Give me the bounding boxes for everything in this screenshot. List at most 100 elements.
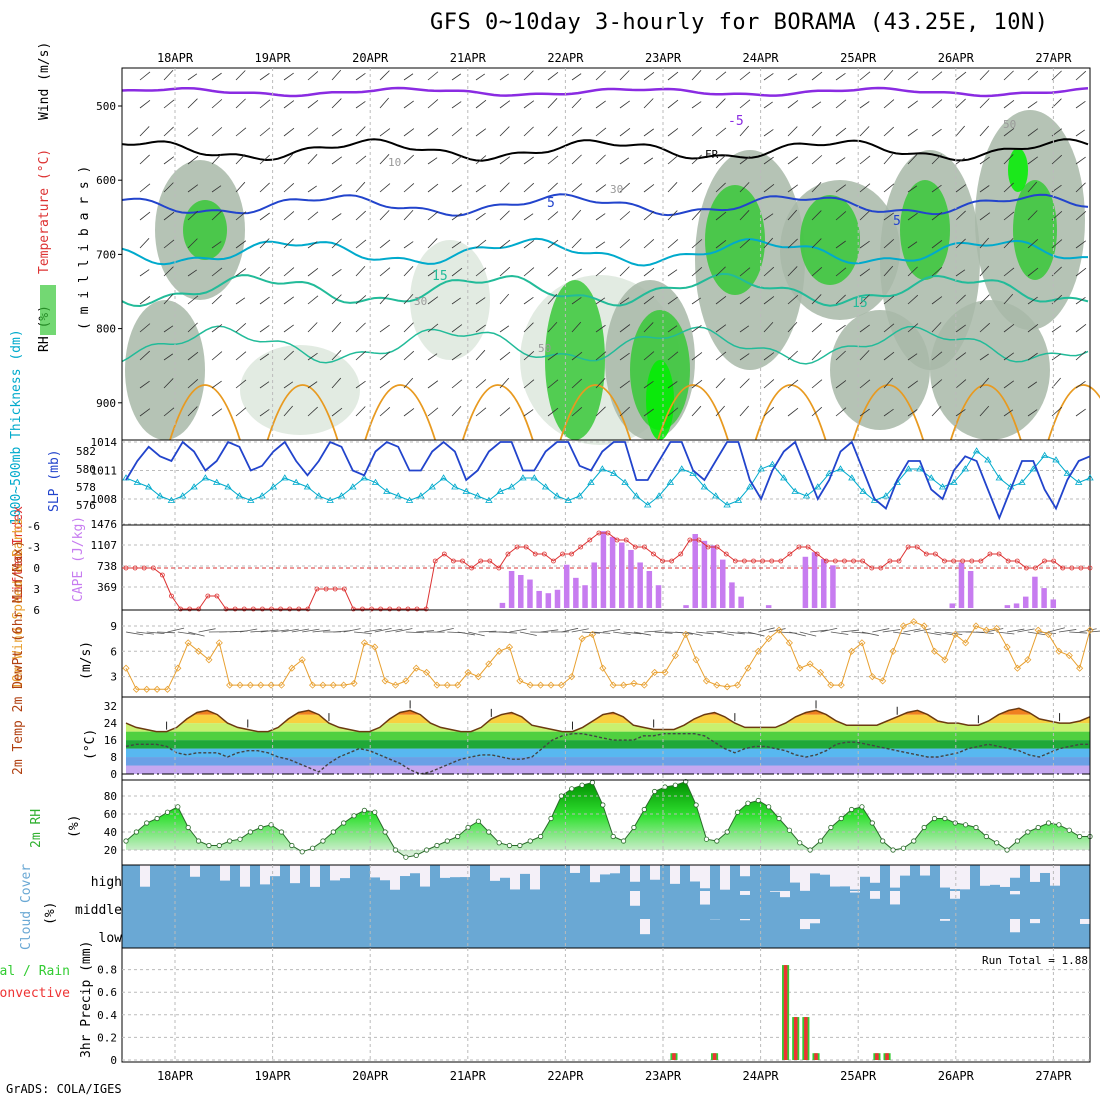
wind-barb (163, 266, 174, 277)
wind-barb (259, 127, 271, 137)
wind-barb (235, 127, 247, 137)
wind-barb (259, 325, 270, 333)
thickness-point (439, 474, 448, 481)
wind-barb (1003, 293, 1014, 305)
rh-point (900, 845, 907, 851)
cape-bar (554, 589, 561, 608)
wind-barb (523, 213, 534, 221)
thickness-point (1074, 478, 1083, 485)
wind-barb (571, 73, 582, 81)
wind-barb (211, 324, 223, 333)
cloud-gap (800, 919, 810, 930)
rh-point (880, 838, 886, 844)
wind-barb (763, 352, 775, 361)
slp-ylabel-group-2: SLP (mb) (47, 449, 62, 512)
wind-barb (235, 297, 246, 305)
thickness-point (825, 469, 833, 476)
wind-barb (187, 184, 199, 193)
wind-barb (547, 293, 558, 305)
cloud-gap (720, 865, 730, 890)
wind-speed-point (609, 681, 617, 689)
wind-barb (835, 72, 846, 81)
wind-barb (882, 629, 901, 633)
rh-point (838, 815, 844, 822)
thickness-point (133, 478, 142, 485)
wind-barb (379, 210, 390, 221)
rh-point (517, 842, 523, 849)
wind-barb (283, 153, 294, 165)
cape-bar (600, 531, 607, 608)
rh-point (600, 802, 606, 808)
wind-barb (187, 155, 199, 165)
rh-point (289, 842, 295, 849)
wind-barb (523, 409, 534, 417)
wind-barb (379, 267, 391, 277)
wind-barb (355, 350, 367, 361)
wind-barb (715, 296, 727, 305)
wind-barb (1003, 238, 1014, 249)
temperature-axis-label: Temperature (°C) (37, 149, 52, 274)
thickness-point (1040, 451, 1049, 458)
pressure-tick-label: 500 (96, 100, 116, 113)
wind-speed-point (879, 677, 887, 685)
wind-barb (830, 631, 849, 635)
rh-point (164, 809, 171, 815)
wind-barb (986, 628, 1004, 633)
wind-barb (547, 182, 558, 193)
wind-barb (739, 182, 750, 193)
wind-barb (374, 627, 392, 633)
cloud-gap (310, 865, 320, 887)
wind-barb (859, 101, 870, 109)
li-point (1005, 558, 1011, 564)
wind-barb (163, 407, 175, 417)
rh-label-50a: 50 (538, 342, 551, 355)
wind-barb (403, 210, 414, 221)
wind-barb (355, 322, 366, 333)
wind-barb (547, 126, 558, 137)
wind-barb (211, 241, 222, 249)
wind-barb (1075, 101, 1086, 109)
cloud-gap (510, 865, 520, 890)
wind-barb (1003, 352, 1015, 361)
wind-barb (163, 378, 174, 389)
wind-speed-point (889, 647, 897, 655)
wind-barb (595, 378, 606, 389)
wind-speed-point (277, 681, 286, 689)
thickness-point (473, 492, 482, 499)
li-line (126, 532, 1090, 610)
rh-point (579, 782, 585, 788)
thickness-point (802, 492, 811, 499)
wind-barb (427, 380, 439, 389)
wind-barb (416, 630, 435, 633)
wind-barb (451, 155, 463, 165)
rh-point (455, 833, 461, 840)
wind-barb (307, 127, 319, 137)
wind-barb (547, 239, 559, 249)
wind-barb (146, 631, 165, 635)
top-date-label: 18APR (157, 51, 194, 65)
cloud-gap (770, 891, 780, 892)
wind-barb (619, 157, 630, 165)
wind-barb (475, 239, 487, 249)
cape-bar (738, 596, 744, 608)
wind-barb (259, 212, 270, 221)
cloud-gap (920, 865, 930, 876)
wind-barb (931, 379, 943, 389)
wind-barb (403, 241, 414, 249)
wind-barb (571, 321, 582, 333)
wind-barb (787, 321, 798, 333)
li-point (287, 606, 293, 612)
li-point (732, 558, 738, 564)
li-point (1023, 565, 1029, 571)
li-point (223, 606, 229, 612)
rh-label-30b: 30 (414, 295, 427, 308)
thickness-point (428, 483, 436, 490)
cloud-gap (260, 865, 270, 885)
wind-barb (187, 238, 198, 249)
li-point (532, 551, 538, 557)
wind-barb (355, 406, 366, 417)
wind-barb (1027, 352, 1038, 361)
wind-barb (157, 631, 176, 634)
wind-barb (427, 353, 438, 361)
wind-barb (519, 631, 537, 636)
